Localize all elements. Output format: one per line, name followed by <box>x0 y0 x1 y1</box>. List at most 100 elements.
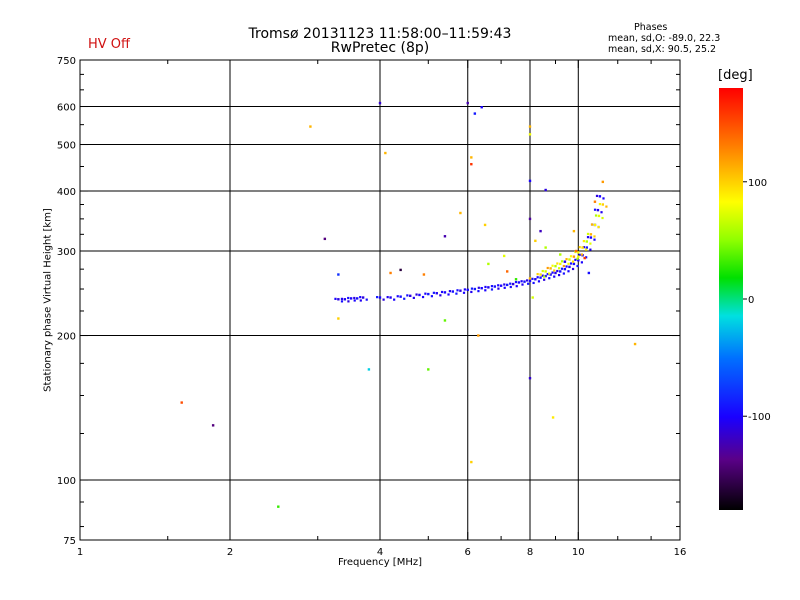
scatter-point <box>528 179 532 183</box>
x-trace-point <box>543 275 546 278</box>
o-trace-point <box>567 270 570 273</box>
y-tick-label: 500 <box>57 141 76 152</box>
o-trace-point <box>509 285 512 289</box>
x-trace-point <box>548 272 551 275</box>
o-trace-point <box>337 298 340 301</box>
x-trace-point <box>565 258 568 261</box>
scatter-point <box>389 271 392 275</box>
o-trace-point <box>406 294 409 297</box>
o-trace-point <box>415 293 418 296</box>
scatter-point <box>577 255 580 258</box>
scatter-point <box>601 180 605 184</box>
y-tick-label: 750 <box>57 56 76 67</box>
x-trace-point <box>546 266 549 270</box>
x-trace-point <box>594 214 598 217</box>
scatter-point <box>583 256 586 260</box>
x-tick-label: 4 <box>377 547 383 558</box>
scatter-point <box>483 223 487 227</box>
o-trace-point <box>589 248 592 251</box>
x-trace-point <box>549 267 552 270</box>
o-trace-point <box>443 291 447 294</box>
y-tick-label: 75 <box>63 536 76 547</box>
plot-title: Tromsø 20131123 11:58:00–11:59:43 <box>248 26 512 42</box>
o-trace-point <box>439 294 442 297</box>
o-trace-point <box>378 296 382 299</box>
scatter-point <box>539 229 542 233</box>
x-trace-point <box>577 251 580 254</box>
colorbar-tick-label: 100 <box>748 178 767 189</box>
o-trace-point <box>396 295 399 298</box>
x-trace-point <box>557 267 561 270</box>
o-trace-point <box>578 253 581 256</box>
scatter-point <box>480 106 483 109</box>
scatter-point <box>593 200 597 203</box>
x-trace-point <box>571 260 575 263</box>
o-trace-point <box>418 293 421 297</box>
x-trace-point <box>567 262 570 265</box>
scatter-point <box>563 260 567 263</box>
x-tick-label: 10 <box>572 547 585 558</box>
o-trace-point <box>572 262 576 266</box>
y-tick-label: 400 <box>57 187 76 198</box>
y-tick-label: 100 <box>57 476 76 487</box>
o-trace-point <box>577 259 580 262</box>
o-trace-point <box>595 194 599 198</box>
scatter-point <box>534 239 537 243</box>
o-trace-point <box>466 288 469 292</box>
o-trace-point <box>598 195 602 198</box>
scatter-point <box>528 217 532 221</box>
o-trace-point <box>497 287 500 290</box>
o-trace-point <box>554 271 557 275</box>
x-trace-point <box>541 269 544 273</box>
o-trace-point <box>580 261 583 264</box>
o-trace-point <box>493 285 497 288</box>
x-trace-point <box>562 264 565 268</box>
x-trace-point <box>605 205 608 208</box>
o-trace-point <box>553 275 556 278</box>
o-trace-point <box>470 290 473 294</box>
x-tick-label: 1 <box>77 547 83 558</box>
scatter-point <box>427 368 430 371</box>
x-trace-point <box>586 232 590 236</box>
o-trace-point <box>399 295 402 298</box>
y-tick-label: 300 <box>57 247 76 258</box>
o-trace-point <box>389 296 392 299</box>
o-trace-point <box>596 208 600 212</box>
colorbar-tick-label: -100 <box>748 412 771 423</box>
o-trace-point <box>393 298 396 301</box>
x-tick-label: 6 <box>465 547 471 558</box>
x-trace-point <box>569 255 573 258</box>
o-trace-point <box>534 278 537 281</box>
o-trace-point <box>536 276 539 279</box>
o-trace-point <box>435 292 438 295</box>
x-tick-label: 2 <box>227 547 233 558</box>
scatter-point <box>502 254 506 258</box>
o-trace-point <box>521 283 524 286</box>
o-trace-point <box>517 281 521 284</box>
scatter-point <box>443 235 447 238</box>
o-trace-point <box>477 286 480 289</box>
o-trace-point <box>528 279 532 283</box>
x-trace-point <box>572 255 576 258</box>
x-trace-point <box>601 203 605 206</box>
scatter-point <box>528 125 532 128</box>
o-trace-point <box>548 277 551 280</box>
scatter-point <box>544 188 547 192</box>
x-trace-point <box>536 273 539 276</box>
o-trace-point <box>347 300 350 303</box>
o-trace-point <box>541 274 544 277</box>
o-trace-point <box>386 296 389 299</box>
o-trace-point <box>340 300 344 303</box>
o-trace-point <box>463 288 466 291</box>
o-trace-point <box>355 297 359 300</box>
o-trace-point <box>593 208 597 211</box>
o-trace-point <box>515 285 518 288</box>
phases-x-stats: mean, sd,X: 90.5, 25.2 <box>608 44 717 55</box>
scatter-point <box>574 249 578 253</box>
hv-status: HV Off <box>88 37 130 52</box>
colorbar-tick-label: 0 <box>748 295 754 306</box>
o-trace-point <box>470 287 474 290</box>
o-trace-point <box>505 283 509 287</box>
o-trace-point <box>349 297 353 300</box>
